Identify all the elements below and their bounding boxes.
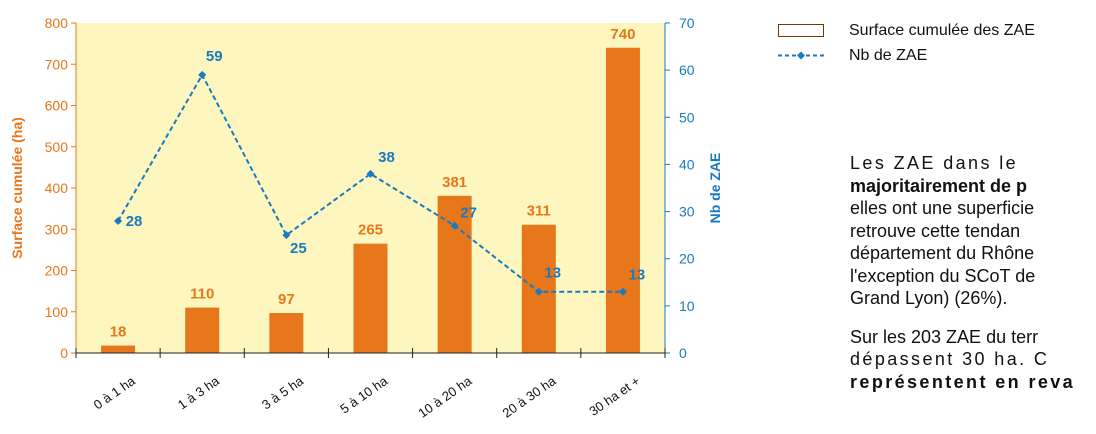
line-value-label: 38 xyxy=(378,149,395,166)
x-category-label: 10 à 20 ha xyxy=(415,373,475,421)
line-value-label: 59 xyxy=(206,48,223,65)
line-value-label: 28 xyxy=(126,213,143,230)
line-value-label: 27 xyxy=(460,205,477,222)
bar xyxy=(101,345,136,353)
legend: Surface cumulée des ZAE Nb de ZAE xyxy=(778,18,1035,68)
line-point xyxy=(114,217,123,225)
text-line: retrouve cette tendan xyxy=(850,220,1021,241)
commentary-paragraph-1: Les ZAE dans le majoritairement de p ell… xyxy=(850,152,1096,310)
commentary-paragraph-2: Sur les 203 ZAE du terr dépassent 30 ha.… xyxy=(850,326,1096,394)
legend-line-swatch xyxy=(778,49,824,62)
bar-value-label: 265 xyxy=(358,222,383,239)
line-point xyxy=(282,231,291,240)
x-category-label: 0 à 1 ha xyxy=(91,373,139,413)
legend-item-bars: Surface cumulée des ZAE xyxy=(778,18,1035,43)
left-axis-tick-label: 400 xyxy=(45,180,69,196)
commentary-text: Les ZAE dans le majoritairement de p ell… xyxy=(850,152,1096,409)
x-category-label: 3 à 5 ha xyxy=(259,373,307,413)
bar-value-label: 97 xyxy=(278,291,295,308)
line-value-label: 13 xyxy=(544,265,561,282)
left-axis-tick-label: 700 xyxy=(45,56,69,72)
right-axis-tick-label: 20 xyxy=(679,251,695,267)
text-line-bold: représentent en reva xyxy=(850,371,1076,392)
x-category-label: 20 à 30 ha xyxy=(500,373,560,421)
bar-value-label: 381 xyxy=(442,174,467,191)
bar-value-label: 740 xyxy=(610,26,635,43)
text-line: département du Rhône xyxy=(850,243,1035,263)
left-axis-tick-label: 800 xyxy=(45,15,69,31)
left-axis-tick-label: 200 xyxy=(45,263,69,279)
line-point xyxy=(198,70,207,79)
bar-value-label: 110 xyxy=(190,286,214,303)
text-line-bold: majoritairement de p xyxy=(850,175,1028,196)
left-axis-title: Surface cumulée (ha) xyxy=(9,117,25,259)
text-line: Grand Lyon) (26%). xyxy=(850,288,1008,308)
legend-item-line: Nb de ZAE xyxy=(778,43,1035,68)
bar xyxy=(185,307,220,353)
legend-bar-swatch xyxy=(778,24,824,37)
legend-line-label: Nb de ZAE xyxy=(849,46,928,64)
bar xyxy=(353,243,388,353)
left-axis-tick-label: 0 xyxy=(60,345,68,361)
bar xyxy=(605,47,640,353)
text-line: Les ZAE dans le xyxy=(850,153,1019,173)
line-value-label: 13 xyxy=(629,267,646,284)
line-point xyxy=(366,169,375,178)
line-point xyxy=(450,221,459,230)
bar-value-label: 18 xyxy=(110,324,127,341)
left-axis-tick-label: 500 xyxy=(45,139,69,155)
left-axis-tick-label: 600 xyxy=(45,98,69,114)
right-axis-title: Nb de ZAE xyxy=(707,153,723,224)
line-point xyxy=(534,287,543,296)
x-category-label: 1 à 3 ha xyxy=(175,373,223,413)
text-line: l'exception du SCoT de xyxy=(850,265,1036,286)
line-point xyxy=(618,287,627,296)
left-axis-tick-label: 100 xyxy=(45,304,69,320)
right-axis-tick-label: 70 xyxy=(679,15,695,31)
x-category-label: 30 ha et + xyxy=(586,373,642,419)
right-axis-tick-label: 50 xyxy=(679,109,695,125)
left-axis-tick-label: 300 xyxy=(45,221,69,237)
combo-chart: 0 100 200 300 400 500 600 700 800 0 10 20 30 40 50 60 70… xyxy=(9,15,723,421)
right-axis-tick-label: 60 xyxy=(679,62,695,78)
text-line: dépassent 30 ha. C xyxy=(850,349,1050,369)
bar xyxy=(269,312,304,353)
right-axis-tick-label: 10 xyxy=(679,298,695,314)
line-value-label: 25 xyxy=(290,240,307,257)
text-line: elles ont une superficie xyxy=(850,198,1035,218)
right-axis-tick-label: 40 xyxy=(679,156,695,172)
x-category-label: 5 à 10 ha xyxy=(337,373,391,417)
right-axis-tick-label: 0 xyxy=(679,345,687,361)
text-line: Sur les 203 ZAE du terr xyxy=(850,326,1039,347)
bar-value-label: 311 xyxy=(527,203,551,220)
right-axis-tick-label: 30 xyxy=(679,204,695,220)
legend-bar-label: Surface cumulée des ZAE xyxy=(849,21,1035,39)
